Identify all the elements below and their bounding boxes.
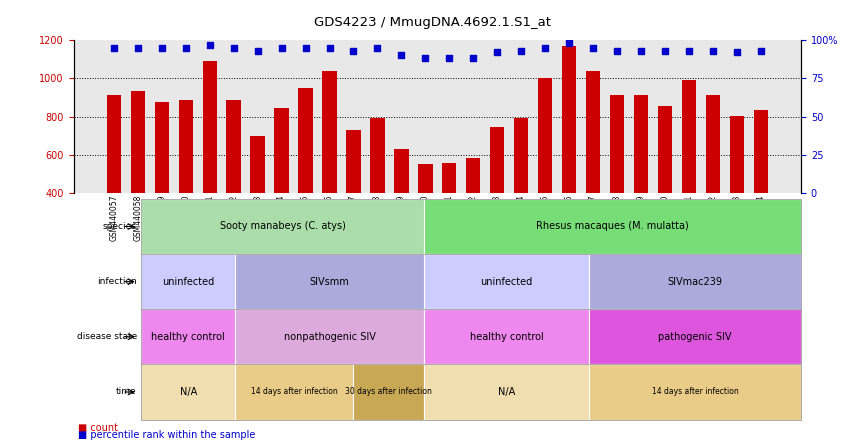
Bar (418, 164, 432, 270)
Point (443, 55, 456, 62)
Bar (131, 91, 145, 270)
Text: healthy control: healthy control (152, 332, 225, 342)
Bar (394, 149, 409, 270)
Text: uninfected: uninfected (481, 277, 533, 287)
Point (706, 47, 720, 54)
Point (107, 44, 120, 51)
Text: time: time (116, 388, 137, 396)
Bar (346, 130, 360, 270)
Bar (371, 119, 385, 270)
Point (682, 47, 696, 54)
Point (322, 44, 336, 51)
Text: healthy control: healthy control (469, 332, 543, 342)
Bar (443, 163, 456, 270)
Bar (610, 95, 624, 270)
Bar (178, 100, 193, 270)
Text: Sooty manabeys (C. atys): Sooty manabeys (C. atys) (220, 222, 346, 231)
Bar (490, 127, 504, 270)
Point (418, 55, 432, 62)
Text: ■ count: ■ count (78, 424, 118, 433)
Text: uninfected: uninfected (162, 277, 215, 287)
Text: N/A: N/A (179, 387, 197, 397)
Text: disease state: disease state (76, 332, 137, 341)
Text: species: species (103, 222, 137, 231)
Bar (466, 158, 481, 270)
Bar (682, 80, 696, 270)
Point (514, 47, 528, 54)
Point (586, 44, 600, 51)
Point (275, 44, 288, 51)
Text: infection: infection (97, 277, 137, 286)
Point (467, 55, 481, 62)
Bar (562, 46, 576, 270)
Point (155, 44, 169, 51)
Point (754, 47, 768, 54)
Point (611, 47, 624, 54)
Point (730, 49, 744, 56)
Text: ■ percentile rank within the sample: ■ percentile rank within the sample (78, 430, 255, 440)
Bar (514, 119, 528, 270)
Point (178, 44, 192, 51)
Point (131, 44, 145, 51)
Point (371, 44, 385, 51)
Point (346, 47, 360, 54)
Bar (586, 71, 600, 270)
Bar (706, 95, 720, 270)
Point (203, 41, 216, 48)
Text: SIVsmm: SIVsmm (310, 277, 350, 287)
Text: pathogenic SIV: pathogenic SIV (658, 332, 732, 342)
Point (227, 44, 241, 51)
Point (250, 47, 264, 54)
Text: SIVmac239: SIVmac239 (668, 277, 722, 287)
Point (658, 47, 672, 54)
Text: 14 days after infection: 14 days after infection (251, 388, 338, 396)
Bar (227, 100, 241, 270)
Text: GDS4223 / MmugDNA.4692.1.S1_at: GDS4223 / MmugDNA.4692.1.S1_at (314, 16, 552, 28)
Bar (155, 102, 169, 270)
Point (539, 44, 553, 51)
Text: Rhesus macaques (M. mulatta): Rhesus macaques (M. mulatta) (536, 222, 688, 231)
Point (562, 40, 576, 47)
Text: 30 days after infection: 30 days after infection (346, 388, 432, 396)
Bar (107, 95, 121, 270)
Point (634, 47, 648, 54)
Text: nonpathogenic SIV: nonpathogenic SIV (284, 332, 376, 342)
Point (299, 44, 313, 51)
Bar (634, 95, 648, 270)
Bar (730, 115, 744, 270)
Point (394, 52, 408, 59)
Text: 14 days after infection: 14 days after infection (651, 388, 739, 396)
Bar (322, 71, 337, 270)
Text: N/A: N/A (498, 387, 515, 397)
Bar (658, 106, 672, 270)
Bar (275, 108, 288, 270)
Bar (203, 61, 216, 270)
Bar (753, 110, 768, 270)
Bar (538, 78, 553, 270)
Bar (299, 88, 313, 270)
Bar (250, 136, 265, 270)
Point (490, 49, 504, 56)
